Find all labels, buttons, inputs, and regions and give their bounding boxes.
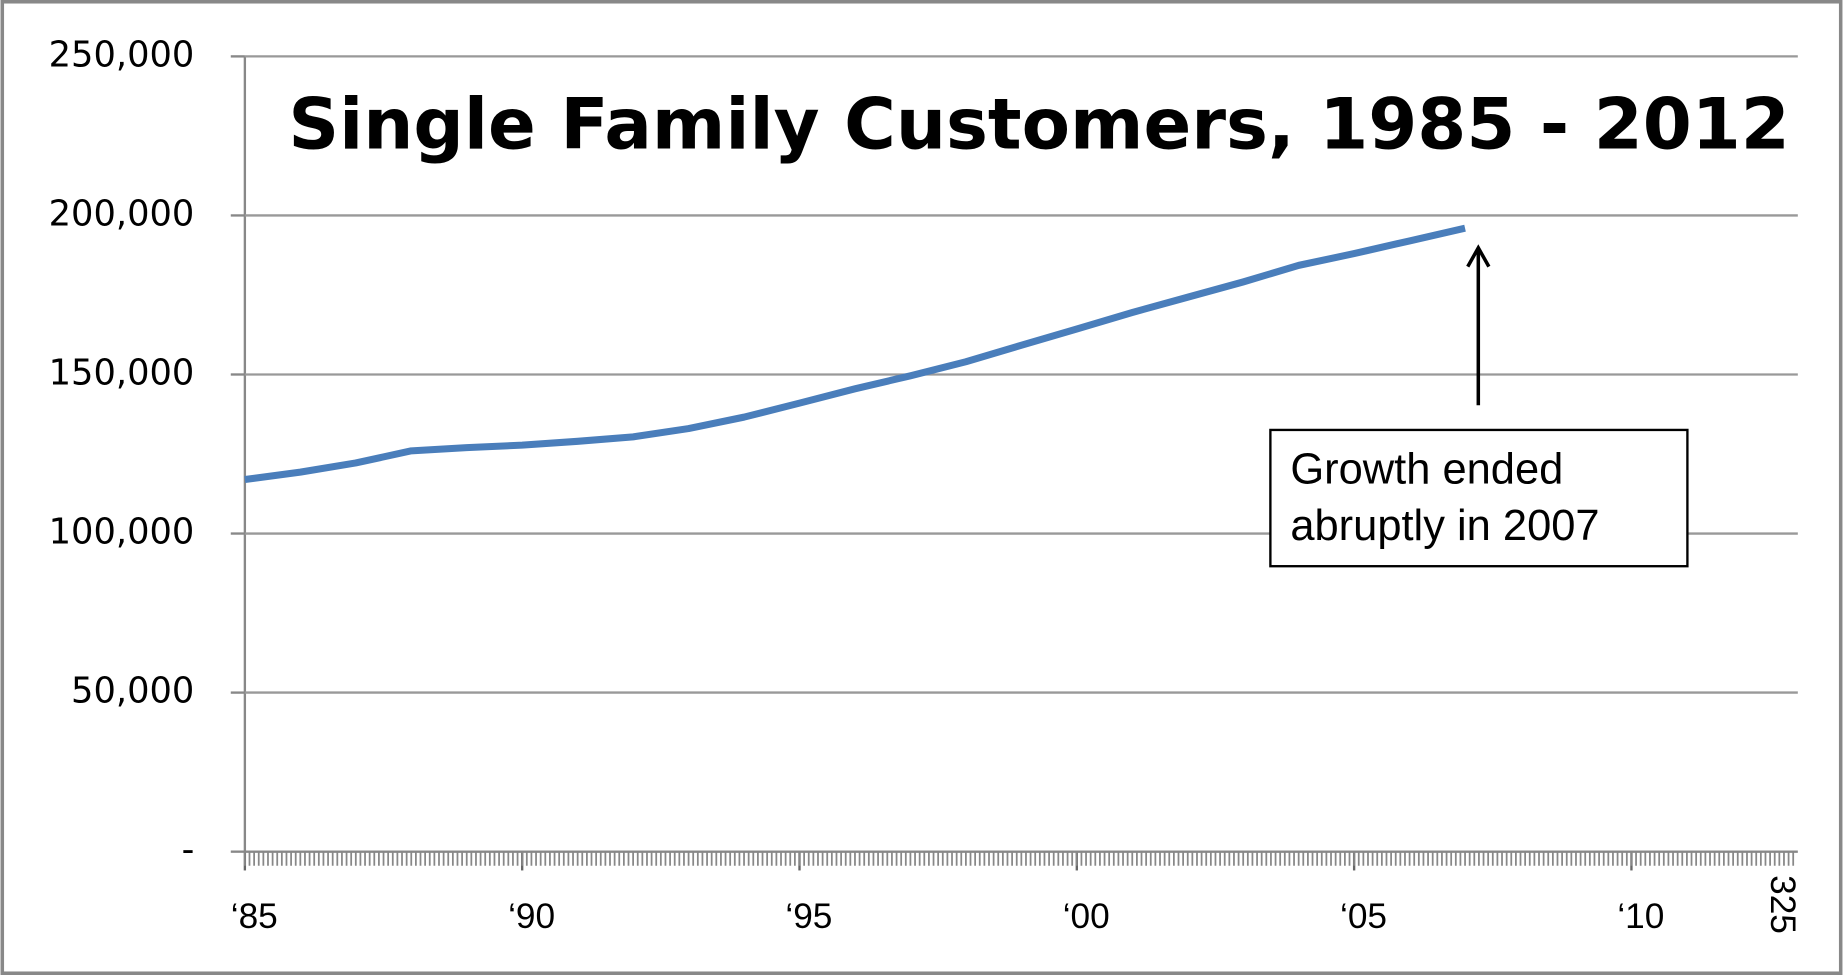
y-tick-label: 50,000 xyxy=(71,671,194,712)
chart-title: Single Family Customers, 1985 - 2012 xyxy=(288,84,1790,166)
x-tick-label: ‘00 xyxy=(1063,897,1110,936)
annotation-text: Growth ended xyxy=(1290,446,1563,494)
stray-label: 325 xyxy=(1763,875,1802,934)
x-tick-label: ‘95 xyxy=(785,897,832,936)
y-tick-label: 200,000 xyxy=(49,193,195,234)
minor-ticks xyxy=(243,851,1795,866)
annotation-text: abruptly in 2007 xyxy=(1290,502,1599,550)
annotation-box xyxy=(1269,428,1689,568)
y-tick-label: 150,000 xyxy=(49,352,195,393)
y-tick-label: 250,000 xyxy=(49,34,195,75)
data-line xyxy=(244,224,1466,483)
y-tick-label: - xyxy=(182,830,195,871)
x-tick-label: ‘10 xyxy=(1617,897,1664,936)
y-tick-label: 100,000 xyxy=(49,512,195,553)
x-tick-label: ‘85 xyxy=(231,897,278,936)
x-tick-label: ‘05 xyxy=(1340,897,1387,936)
x-tick-label: ‘90 xyxy=(508,897,555,936)
arrow-head xyxy=(1466,244,1491,268)
